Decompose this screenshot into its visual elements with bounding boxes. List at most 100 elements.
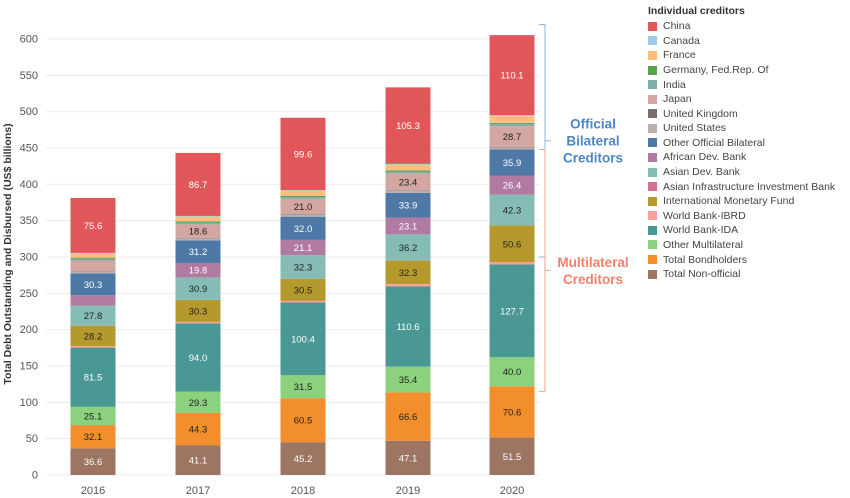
- bar-segment: [489, 386, 535, 438]
- legend-swatch: [648, 269, 657, 279]
- annotation-label: Bilateral: [566, 134, 619, 149]
- bar-segment: [489, 149, 535, 176]
- data-label: 32.3: [294, 262, 313, 273]
- bar-segment: [385, 171, 431, 174]
- data-label: 70.6: [503, 407, 522, 418]
- legend-item: Total Non-official: [648, 267, 848, 282]
- data-label: 31.2: [189, 247, 208, 258]
- bar-segment: [175, 224, 221, 238]
- bar-segment: [489, 437, 535, 475]
- legend-item: Other Official Bilateral: [648, 136, 848, 151]
- legend-label: Canada: [663, 34, 700, 47]
- legend-swatch: [648, 36, 657, 46]
- bar-segment: [385, 392, 431, 441]
- bar-stack: 47.1 66.6 35.4 110.6 32.3 36.2 23.1 33.9 23.4 105…: [385, 87, 431, 475]
- bar-segment: [175, 299, 221, 322]
- bar-segment: [175, 221, 221, 223]
- bar-segment: [175, 216, 221, 222]
- data-label: 127.7: [500, 306, 524, 317]
- y-tick-label: 350: [20, 215, 38, 227]
- legend-item: Germany, Fed.Rep. Of: [648, 63, 848, 78]
- legend-label: United States: [663, 122, 727, 135]
- bar-segment: [175, 323, 221, 392]
- legend-item: World Bank-IDA: [648, 223, 848, 238]
- bar-segment: [489, 147, 535, 150]
- legend-label: International Monetary Fund: [663, 195, 795, 208]
- y-tick-label: 550: [20, 70, 38, 82]
- bar-segment: [385, 284, 431, 287]
- bar-stack: 45.2 60.5 31.5 100.4 30.5 32.3 21.1 32.0 21.0 99.…: [280, 117, 326, 475]
- legend-label: Japan: [663, 93, 692, 106]
- annotation-bracket: [539, 148, 551, 392]
- y-axis-label: Total Debt Outstanding and Disbursed (US…: [2, 123, 14, 384]
- data-label: 29.3: [189, 398, 208, 409]
- bar-segment: [280, 198, 326, 215]
- data-label: 35.4: [399, 375, 418, 386]
- bar-segment: [489, 126, 535, 147]
- bar-segment: [70, 252, 116, 254]
- bar-segment: [280, 195, 326, 198]
- bar-segment: [489, 225, 535, 263]
- bar-stack: 36.6 32.1 25.1 81.5 28.2 27.8 30.3 75.6: [70, 197, 116, 475]
- bar-segment: [70, 273, 116, 296]
- bar-segment: [489, 115, 535, 123]
- legend-label: Asian Infrastructure Investment Bank: [663, 180, 836, 193]
- legend-swatch: [648, 240, 657, 250]
- bar-segment: [489, 35, 535, 116]
- y-tick-label: 600: [20, 33, 38, 45]
- data-label: 36.6: [84, 457, 103, 468]
- y-tick-label: 500: [20, 106, 38, 118]
- bar-segment: [175, 412, 221, 446]
- bar-segment: [175, 321, 221, 324]
- data-label: 18.6: [189, 227, 208, 238]
- data-label: 110.1: [500, 71, 523, 82]
- bar-segment: [280, 375, 326, 399]
- legend-item: World Bank-IBRD: [648, 209, 848, 224]
- data-label: 50.6: [503, 239, 522, 250]
- data-label: 35.9: [503, 158, 522, 169]
- y-tick-label: 50: [26, 433, 38, 445]
- legend-swatch: [648, 50, 657, 60]
- data-label: 30.9: [189, 284, 208, 295]
- bar-stack: 51.5 70.6 40.0 127.7 50.6 42.3 26.4 35.9 28.7 110…: [489, 35, 535, 475]
- legend-swatch: [648, 21, 657, 31]
- bar-segment: [175, 277, 221, 300]
- bar-segment: [280, 216, 326, 240]
- legend-swatch: [648, 167, 657, 177]
- data-label: 21.0: [294, 202, 313, 213]
- data-label: 51.5: [503, 452, 522, 463]
- bar-segment: [175, 263, 221, 278]
- bar-segment: [385, 170, 431, 172]
- bar-segment: [280, 442, 326, 475]
- data-label: 28.7: [503, 132, 522, 143]
- data-label: 60.5: [294, 416, 313, 427]
- bar-segment: [280, 197, 326, 199]
- legend-item: India: [648, 77, 848, 92]
- data-label: 31.5: [294, 382, 313, 393]
- y-tick-label: 450: [20, 142, 38, 154]
- legend-swatch: [648, 152, 657, 162]
- data-label: 30.3: [84, 280, 103, 291]
- legend-item: International Monetary Fund: [648, 194, 848, 209]
- legend-label: France: [663, 49, 696, 62]
- x-tick-label: 2018: [291, 485, 315, 497]
- legend-label: India: [663, 78, 686, 91]
- bar-segment: [280, 214, 326, 217]
- data-label: 23.4: [399, 177, 418, 188]
- bar-segment: [385, 260, 431, 285]
- legend-swatch: [648, 225, 657, 235]
- bar-segment: [70, 347, 116, 407]
- bar-segment: [70, 197, 116, 253]
- legend-swatch: [648, 80, 657, 90]
- legend-item: African Dev. Bank: [648, 150, 848, 165]
- y-tick-label: 300: [20, 251, 38, 263]
- legend-swatch: [648, 211, 657, 221]
- bar-segment: [385, 190, 431, 191]
- data-label: 25.1: [84, 411, 103, 422]
- bar-segment: [175, 237, 221, 239]
- bar-segment: [489, 115, 535, 116]
- data-label: 110.6: [396, 322, 419, 333]
- bar-segment: [385, 163, 431, 165]
- annotation-label: Creditors: [563, 272, 623, 287]
- bar-segment: [280, 239, 326, 256]
